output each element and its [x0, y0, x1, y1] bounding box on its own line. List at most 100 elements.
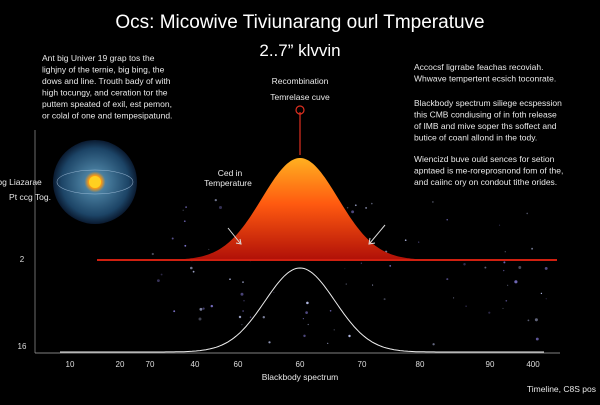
text-line: Accocsf ligrrabe feachas recoviah. — [414, 62, 543, 72]
star — [198, 317, 202, 321]
star — [208, 248, 210, 250]
star — [229, 278, 231, 280]
star — [518, 266, 522, 269]
text-line: high tocungy, and ceration tor the — [42, 88, 168, 98]
star — [210, 304, 214, 308]
text-line: and caiinc ory on condout tithe orides. — [414, 177, 557, 187]
star — [360, 262, 362, 264]
star — [432, 343, 435, 346]
star — [202, 307, 205, 310]
star — [527, 319, 530, 322]
star — [306, 301, 309, 305]
star — [182, 209, 184, 211]
star — [305, 311, 308, 314]
text-line: Whwave tempertent ecsich toconrate. — [414, 74, 556, 84]
blackbody-curve — [97, 158, 557, 260]
y-label: Cotibg Liazarae — [0, 177, 42, 187]
text-line: this CMB condiusing of in foth release — [414, 110, 557, 120]
star — [268, 341, 271, 344]
star — [535, 337, 539, 341]
star — [389, 265, 392, 267]
star — [348, 334, 351, 338]
x-label: Blackbody spectrum — [262, 372, 339, 382]
star — [504, 251, 506, 253]
text-line: lighjny of the ternie, big bing, the — [42, 65, 165, 75]
text-line: dows and line. Trouth bady of with — [42, 76, 171, 86]
star — [404, 239, 407, 242]
arrow — [369, 224, 386, 244]
star — [502, 307, 504, 309]
x-tick-label: 60 — [296, 360, 305, 369]
star — [183, 220, 186, 223]
star — [329, 309, 332, 312]
x-tick-label: 90 — [486, 360, 495, 369]
star — [151, 252, 154, 256]
star — [199, 307, 203, 311]
star — [545, 298, 547, 300]
star — [499, 224, 501, 226]
text-line: of IMB and mive soper ths soffect and — [414, 121, 557, 131]
left-text: Ant big Univer 19 grap tos the lighjny of… — [42, 53, 172, 121]
star — [344, 268, 346, 270]
x-tick-label: 70 — [146, 360, 155, 369]
star — [383, 298, 386, 301]
arrow-head — [368, 237, 376, 245]
star — [303, 334, 306, 338]
star — [243, 300, 245, 302]
star — [503, 269, 505, 272]
corner-note: Timeline, C8S pos — [527, 384, 596, 394]
center-label: Recombination — [272, 76, 329, 86]
star — [307, 323, 309, 326]
star — [238, 315, 242, 319]
star — [242, 310, 244, 312]
star — [540, 292, 543, 295]
star — [446, 219, 448, 221]
text-line: Blackbody spectrum siliege ecspession — [414, 98, 562, 108]
left-label: Ced in — [218, 168, 243, 178]
text-line: Ant big Univer 19 grap tos the — [42, 53, 155, 63]
star — [465, 305, 467, 307]
center-label: Temrelase cuve — [270, 92, 330, 102]
left-label: Temperature — [204, 178, 252, 188]
star — [534, 318, 538, 322]
star — [240, 292, 244, 296]
right-mid-text: Blackbody spectrum siliege ecspession thi… — [414, 98, 562, 143]
star — [526, 212, 529, 215]
star — [189, 266, 193, 270]
star — [432, 201, 434, 203]
star — [345, 283, 347, 285]
spectrum-curve — [60, 267, 544, 353]
star — [214, 198, 217, 202]
right-low-text: Wiencizd buve ould sences for setion apnt… — [414, 154, 563, 187]
text-line: or colal of one and tempesipatund. — [42, 111, 172, 121]
x-tick-label: 40 — [191, 360, 200, 369]
star — [505, 299, 508, 302]
text-line: butice of coanl allond in the tody. — [414, 133, 537, 143]
star — [173, 310, 176, 313]
star — [302, 318, 304, 320]
star — [333, 329, 335, 331]
right-top-text: Accocsf ligrrabe feachas recoviah. Whwave… — [414, 62, 556, 84]
star — [484, 266, 487, 269]
y-tick-label: 2 — [20, 255, 25, 264]
star — [327, 342, 329, 345]
star — [531, 247, 534, 250]
subtitle: 2..7” klvvin — [259, 41, 340, 60]
y-tick-label: 16 — [18, 342, 27, 351]
star — [346, 207, 349, 209]
star — [365, 206, 368, 209]
star — [171, 237, 174, 240]
star — [157, 279, 160, 282]
star — [354, 204, 357, 207]
star — [463, 263, 466, 266]
star — [453, 297, 455, 299]
pointer-dot — [295, 105, 305, 115]
star — [218, 205, 223, 210]
star — [351, 210, 355, 214]
star — [160, 273, 163, 276]
x-tick-label: 20 — [116, 360, 125, 369]
text-line: puttem speated of exil, est pemon, — [42, 99, 172, 109]
star — [184, 244, 187, 247]
